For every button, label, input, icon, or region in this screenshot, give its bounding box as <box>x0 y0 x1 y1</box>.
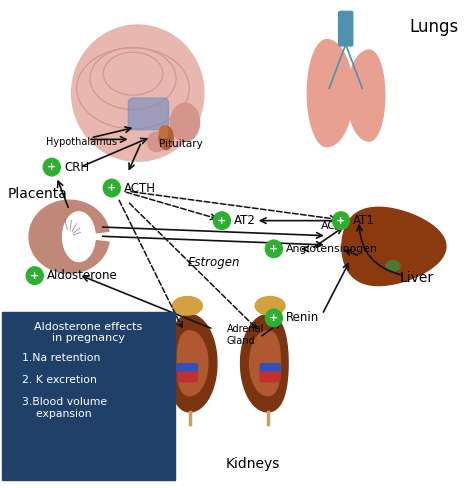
Ellipse shape <box>255 297 285 315</box>
FancyBboxPatch shape <box>2 312 174 480</box>
Text: 1.Na retention: 1.Na retention <box>22 353 100 364</box>
Text: Adrenal: Adrenal <box>227 325 264 334</box>
Text: Aldosterone effects
in pregnancy: Aldosterone effects in pregnancy <box>34 322 142 344</box>
FancyBboxPatch shape <box>177 372 197 382</box>
Text: ACTH: ACTH <box>124 182 156 195</box>
Text: +: + <box>337 216 346 225</box>
FancyBboxPatch shape <box>260 372 280 382</box>
Text: AT2: AT2 <box>234 214 256 227</box>
Text: Aldosterone: Aldosterone <box>47 269 118 282</box>
Ellipse shape <box>171 103 200 142</box>
Polygon shape <box>29 200 109 273</box>
FancyBboxPatch shape <box>338 11 353 46</box>
Ellipse shape <box>159 126 173 150</box>
Polygon shape <box>240 315 288 412</box>
Circle shape <box>265 240 283 258</box>
Ellipse shape <box>173 297 202 315</box>
Circle shape <box>43 159 60 176</box>
Circle shape <box>103 179 120 197</box>
Polygon shape <box>342 207 446 285</box>
Text: Renin: Renin <box>286 311 319 325</box>
Text: AT1: AT1 <box>353 214 375 227</box>
Text: Kidneys: Kidneys <box>225 457 280 471</box>
Polygon shape <box>169 315 217 412</box>
Text: CRH: CRH <box>64 161 89 174</box>
Text: +: + <box>269 244 279 254</box>
Ellipse shape <box>72 25 204 161</box>
Text: 3.Blood volume
    expansion: 3.Blood volume expansion <box>22 397 107 419</box>
Polygon shape <box>250 331 281 396</box>
Circle shape <box>265 309 283 327</box>
Text: 2. K excretion: 2. K excretion <box>22 375 97 386</box>
Text: +: + <box>217 216 227 225</box>
Text: Liver: Liver <box>400 271 434 285</box>
FancyBboxPatch shape <box>128 98 168 130</box>
Text: +: + <box>107 183 117 193</box>
Ellipse shape <box>147 132 166 152</box>
Text: Lungs: Lungs <box>410 18 459 36</box>
Polygon shape <box>177 331 208 396</box>
Text: +: + <box>47 162 56 172</box>
Text: Hypothalamus: Hypothalamus <box>46 137 117 147</box>
Circle shape <box>26 267 43 285</box>
Ellipse shape <box>159 126 168 138</box>
Text: Pituitary: Pituitary <box>159 140 203 149</box>
Circle shape <box>213 212 230 229</box>
Text: Angiotensinogen: Angiotensinogen <box>286 244 378 254</box>
Text: Gland: Gland <box>227 336 255 346</box>
Text: +: + <box>269 313 279 323</box>
FancyBboxPatch shape <box>260 364 280 373</box>
Text: Placenta: Placenta <box>8 186 68 201</box>
FancyBboxPatch shape <box>177 364 197 373</box>
Ellipse shape <box>386 261 400 271</box>
Polygon shape <box>307 40 353 147</box>
Text: ACE: ACE <box>321 221 343 231</box>
Text: Estrogen: Estrogen <box>187 256 240 269</box>
Text: +: + <box>30 271 39 281</box>
Circle shape <box>332 212 349 229</box>
Polygon shape <box>347 50 385 141</box>
